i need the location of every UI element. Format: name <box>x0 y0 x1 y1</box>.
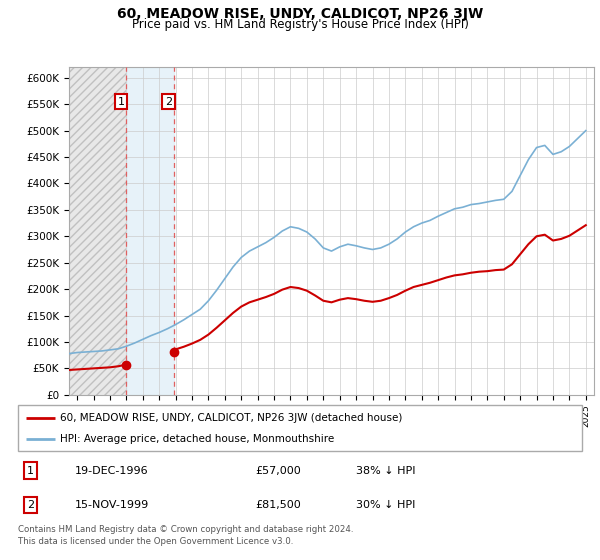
Text: 15-NOV-1999: 15-NOV-1999 <box>74 500 149 510</box>
Text: 2: 2 <box>165 96 172 106</box>
Text: 2: 2 <box>27 500 34 510</box>
Bar <box>126 67 173 395</box>
Text: £81,500: £81,500 <box>255 500 301 510</box>
Text: 30% ↓ HPI: 30% ↓ HPI <box>356 500 416 510</box>
Text: 1: 1 <box>27 465 34 475</box>
Text: 60, MEADOW RISE, UNDY, CALDICOT, NP26 3JW (detached house): 60, MEADOW RISE, UNDY, CALDICOT, NP26 3J… <box>60 413 403 423</box>
Text: 60, MEADOW RISE, UNDY, CALDICOT, NP26 3JW: 60, MEADOW RISE, UNDY, CALDICOT, NP26 3J… <box>117 7 483 21</box>
Text: HPI: Average price, detached house, Monmouthshire: HPI: Average price, detached house, Monm… <box>60 435 335 444</box>
Text: 19-DEC-1996: 19-DEC-1996 <box>74 465 148 475</box>
Text: £57,000: £57,000 <box>255 465 301 475</box>
Text: Price paid vs. HM Land Registry's House Price Index (HPI): Price paid vs. HM Land Registry's House … <box>131 18 469 31</box>
Text: 1: 1 <box>118 96 124 106</box>
Bar <box>69 67 126 395</box>
Text: Contains HM Land Registry data © Crown copyright and database right 2024.
This d: Contains HM Land Registry data © Crown c… <box>18 525 353 546</box>
Bar <box>69 67 126 395</box>
Text: 38% ↓ HPI: 38% ↓ HPI <box>356 465 416 475</box>
FancyBboxPatch shape <box>18 405 582 451</box>
